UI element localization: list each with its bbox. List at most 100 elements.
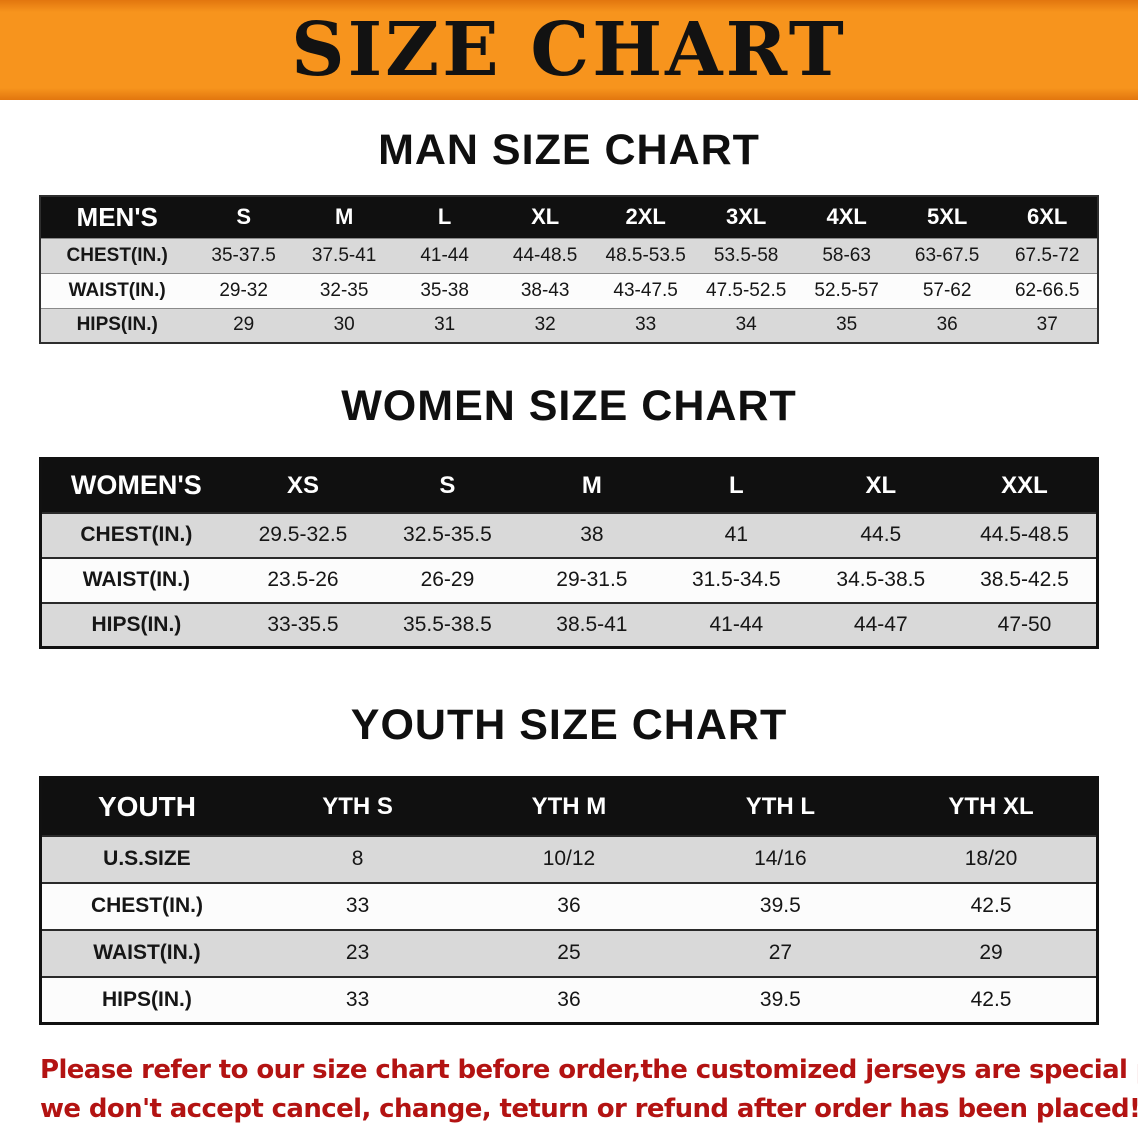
- size-column-header: XL: [808, 458, 954, 513]
- cell-value: 38.5-41: [519, 601, 665, 648]
- size-column-header: S: [193, 196, 294, 238]
- women-section: WOMEN SIZE CHART WOMEN'S XS S M L XL XXL CHEST(…: [0, 382, 1138, 649]
- cell-value: 35-37.5: [193, 237, 294, 273]
- table-title-cell: WOMEN'S: [40, 458, 231, 513]
- cell-value: 26-29: [375, 556, 520, 603]
- cell-value: 63-67.5: [896, 237, 998, 273]
- table-header-row: WOMEN'S XS S M L XL XXL: [40, 458, 1098, 513]
- cell-value: 31.5-34.5: [664, 556, 809, 603]
- women-size-table: WOMEN'S XS S M L XL XXL CHEST(IN.) 29.5-32.5 32.5…: [39, 457, 1099, 649]
- cell-value: 39.5: [674, 881, 887, 930]
- cell-value: 47.5-52.5: [695, 272, 797, 308]
- cell-value: 33-35.5: [230, 601, 376, 648]
- cell-value: 44.5-48.5: [953, 511, 1098, 558]
- size-column-header: M: [519, 458, 665, 513]
- cell-value: 10/12: [463, 834, 675, 883]
- size-column-header: S: [375, 458, 520, 513]
- cell-value: 38: [519, 511, 665, 558]
- row-label: WAIST(IN.): [40, 928, 252, 977]
- men-section-heading: MAN SIZE CHART: [378, 126, 760, 174]
- cell-value: 33: [251, 975, 464, 1024]
- size-column-header: XXL: [953, 458, 1098, 513]
- table-row: HIPS(IN.) 33 36 39.5 42.5: [40, 975, 1098, 1024]
- cell-value: 32: [494, 307, 596, 343]
- cell-value: 39.5: [674, 975, 887, 1024]
- table-title-cell: YOUTH: [40, 777, 252, 836]
- table-row: HIPS(IN.) 33-35.5 35.5-38.5 38.5-41 41-44 44-…: [40, 601, 1098, 648]
- size-column-header: YTH L: [674, 777, 887, 836]
- cell-value: 53.5-58: [695, 237, 797, 273]
- cell-value: 44-47: [808, 601, 954, 648]
- row-label: CHEST(IN.): [40, 511, 231, 558]
- cell-value: 34.5-38.5: [808, 556, 954, 603]
- cell-value: 23: [251, 928, 464, 977]
- cell-value: 43-47.5: [595, 272, 696, 308]
- row-label: HIPS(IN.): [40, 307, 194, 343]
- size-column-header: XS: [230, 458, 376, 513]
- cell-value: 32.5-35.5: [375, 511, 520, 558]
- row-label: CHEST(IN.): [40, 881, 252, 930]
- cell-value: 37.5-41: [293, 237, 395, 273]
- cell-value: 41-44: [664, 601, 809, 648]
- cell-value: 31: [394, 307, 495, 343]
- table-row: WAIST(IN.) 29-32 32-35 35-38 38-43 43-47.5 47.…: [40, 272, 1098, 308]
- table-header-row: YOUTH YTH S YTH M YTH L YTH XL: [40, 777, 1098, 836]
- table-row: WAIST(IN.) 23.5-26 26-29 29-31.5 31.5-34.5 34…: [40, 556, 1098, 603]
- size-column-header: YTH M: [463, 777, 675, 836]
- cell-value: 8: [251, 834, 464, 883]
- size-column-header: 3XL: [695, 196, 797, 238]
- cell-value: 32-35: [293, 272, 395, 308]
- size-column-header: YTH XL: [886, 777, 1098, 836]
- size-column-header: 6XL: [997, 196, 1098, 238]
- row-label: WAIST(IN.): [40, 556, 231, 603]
- cell-value: 62-66.5: [997, 272, 1098, 308]
- cell-value: 38.5-42.5: [953, 556, 1098, 603]
- size-column-header: 5XL: [896, 196, 998, 238]
- cell-value: 14/16: [674, 834, 887, 883]
- table-row: CHEST(IN.) 33 36 39.5 42.5: [40, 881, 1098, 930]
- size-column-header: 4XL: [796, 196, 897, 238]
- page-title: SIZE CHART: [291, 7, 847, 93]
- cell-value: 33: [595, 307, 696, 343]
- size-column-header: XL: [494, 196, 596, 238]
- cell-value: 48.5-53.5: [595, 237, 696, 273]
- cell-value: 44-48.5: [494, 237, 596, 273]
- row-label: CHEST(IN.): [40, 237, 194, 273]
- youth-section-heading: YOUTH SIZE CHART: [350, 701, 788, 749]
- cell-value: 52.5-57: [796, 272, 897, 308]
- youth-size-table: YOUTH YTH S YTH M YTH L YTH XL U.S.SIZE 8 10/12…: [39, 776, 1099, 1025]
- size-column-header: M: [293, 196, 395, 238]
- men-size-table: MEN'S S M L XL 2XL 3XL 4XL 5XL 6XL CHEST(IN.) 35-37…: [39, 195, 1099, 344]
- table-row: CHEST(IN.) 29.5-32.5 32.5-35.5 38 41 44.5 44.5…: [40, 511, 1098, 558]
- cell-value: 57-62: [896, 272, 998, 308]
- cell-value: 30: [293, 307, 395, 343]
- cell-value: 29.5-32.5: [230, 511, 376, 558]
- cell-value: 44.5: [808, 511, 954, 558]
- disclaimer-line-2: we don't accept cancel, change, teturn o…: [40, 1094, 1138, 1124]
- banner: SIZE CHART: [0, 0, 1138, 100]
- cell-value: 29-32: [193, 272, 294, 308]
- cell-value: 25: [463, 928, 675, 977]
- disclaimer-note: Please refer to our size chart before or…: [40, 1051, 1138, 1129]
- cell-value: 36: [463, 975, 675, 1024]
- table-header-row: MEN'S S M L XL 2XL 3XL 4XL 5XL 6XL: [40, 196, 1098, 238]
- cell-value: 18/20: [886, 834, 1098, 883]
- cell-value: 67.5-72: [997, 237, 1098, 273]
- cell-value: 42.5: [886, 881, 1098, 930]
- cell-value: 38-43: [494, 272, 596, 308]
- row-label: HIPS(IN.): [40, 601, 231, 648]
- cell-value: 41: [664, 511, 809, 558]
- youth-section: YOUTH SIZE CHART YOUTH YTH S YTH M YTH L YTH…: [0, 701, 1138, 1025]
- cell-value: 42.5: [886, 975, 1098, 1024]
- cell-value: 35-38: [394, 272, 495, 308]
- size-column-header: YTH S: [251, 777, 464, 836]
- table-row: HIPS(IN.) 29 30 31 32 33 34 35 36 37: [40, 307, 1098, 343]
- table-title-cell: MEN'S: [40, 196, 194, 238]
- cell-value: 29: [886, 928, 1098, 977]
- table-row: WAIST(IN.) 23 25 27 29: [40, 928, 1098, 977]
- men-section: MAN SIZE CHART MEN'S S M L XL 2XL 3XL 4XL 5XL 6XL…: [0, 126, 1138, 344]
- cell-value: 29-31.5: [519, 556, 665, 603]
- cell-value: 23.5-26: [230, 556, 376, 603]
- cell-value: 34: [695, 307, 797, 343]
